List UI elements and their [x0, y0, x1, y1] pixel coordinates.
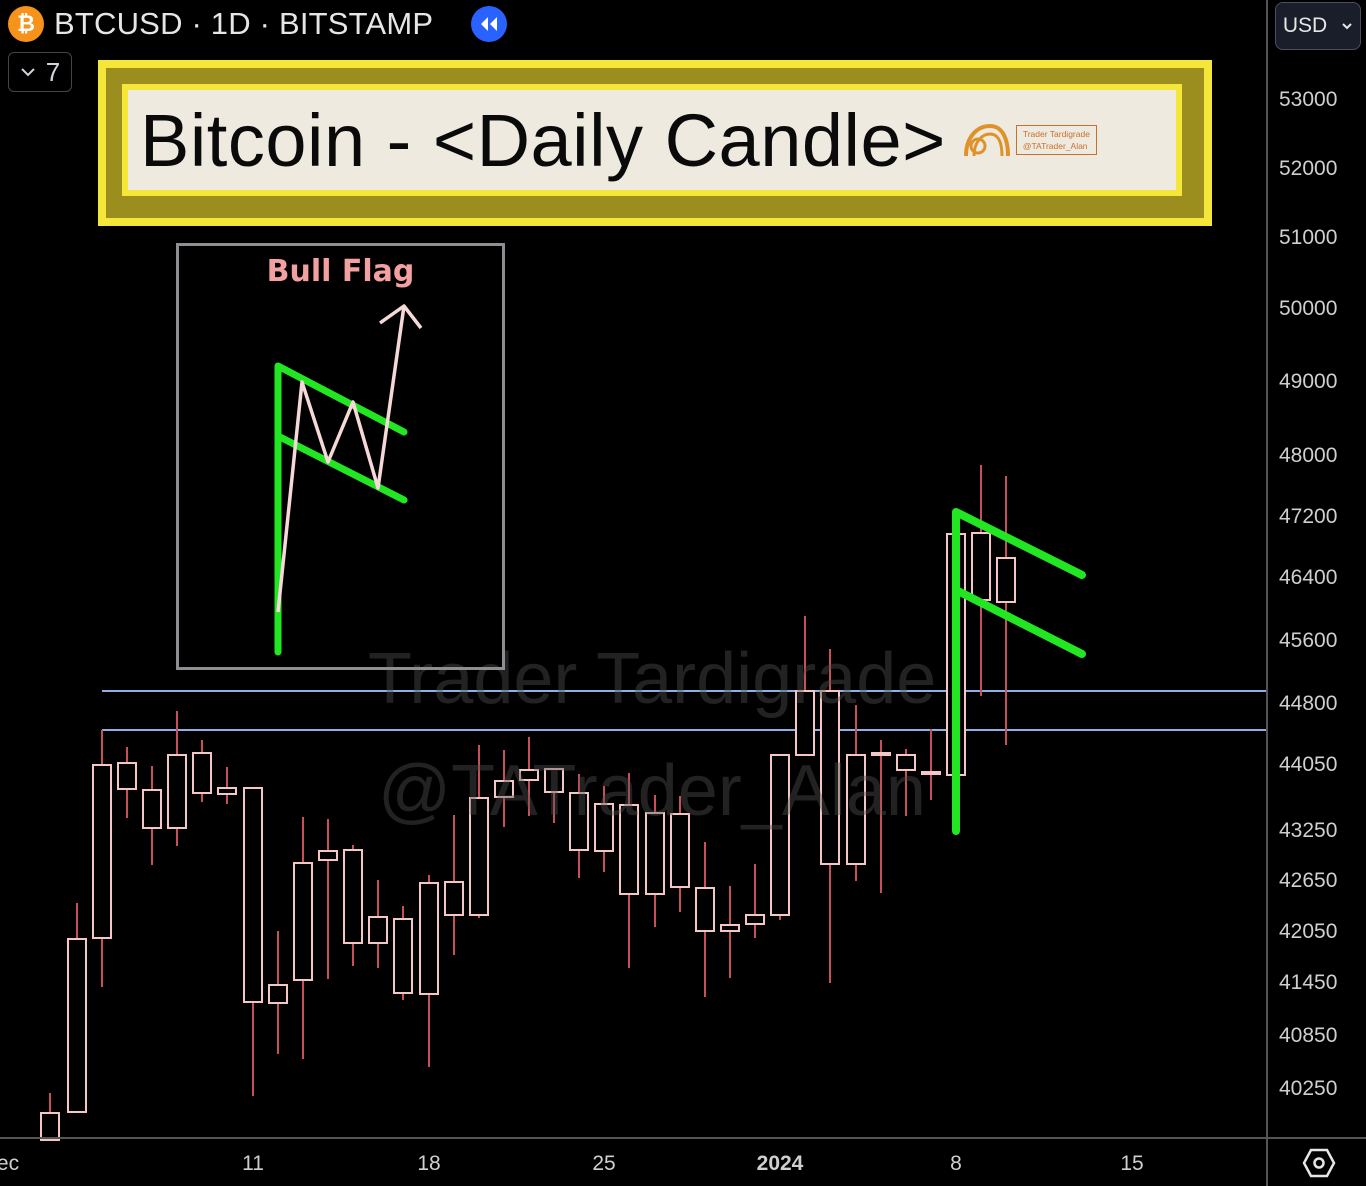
flag-lower-line[interactable] — [952, 586, 1086, 658]
candle — [594, 786, 614, 872]
candle — [469, 745, 489, 918]
candle — [117, 747, 137, 818]
tardigrade-logo-icon — [963, 123, 1010, 157]
candle — [695, 842, 715, 997]
date-tick: ec — [0, 1152, 20, 1175]
candle — [645, 795, 665, 927]
candle — [871, 740, 891, 893]
date-tick: 8 — [950, 1152, 962, 1175]
price-tick: 43250 — [1279, 819, 1338, 842]
bull-flag-annotation[interactable] — [952, 508, 1086, 835]
price-tick: 53000 — [1279, 88, 1338, 111]
candle — [217, 767, 237, 804]
title-banner: Bitcoin - <Daily Candle> Trader Tardigra… — [98, 60, 1212, 226]
candle — [921, 729, 941, 800]
price-tick: 46400 — [1279, 566, 1338, 589]
rewind-icon — [481, 17, 498, 31]
banner-title: Bitcoin - <Daily Candle> — [140, 98, 946, 182]
date-tick: 15 — [1120, 1152, 1144, 1175]
indicator-count: 7 — [45, 56, 61, 87]
candle — [444, 815, 464, 955]
candle — [619, 773, 639, 968]
arrow-up-icon — [378, 304, 423, 330]
author-tag: Trader Tardigrade @TATrader_Alan — [1015, 125, 1097, 155]
candle — [142, 766, 162, 865]
candle — [393, 906, 413, 1000]
candle — [996, 476, 1016, 745]
bull-flag-inset: Bull Flag — [176, 243, 505, 670]
candle — [569, 774, 589, 878]
candle — [67, 903, 87, 1113]
candle — [318, 819, 338, 979]
price-tick: 41450 — [1279, 971, 1338, 994]
candle — [795, 616, 815, 756]
hexagon-settings-icon — [1302, 1148, 1336, 1178]
indicators-toggle-button[interactable]: 7 — [8, 52, 72, 92]
price-tick: 49000 — [1279, 370, 1338, 393]
candle — [670, 796, 690, 912]
candle — [770, 754, 790, 920]
price-tick: 51000 — [1279, 226, 1338, 249]
candle — [519, 737, 539, 816]
time-axis-divider — [0, 1137, 1366, 1139]
price-tick: 40850 — [1279, 1024, 1338, 1047]
candle — [192, 740, 212, 802]
date-tick: 11 — [242, 1152, 264, 1175]
bull-flag-diagram — [274, 304, 423, 656]
price-tick: 47200 — [1279, 505, 1338, 528]
date-tick: 18 — [417, 1152, 441, 1175]
candle — [745, 864, 765, 938]
symbol-label: BTCUSD · 1D · BITSTAMP — [54, 6, 434, 41]
candle — [368, 880, 388, 968]
candle — [243, 787, 263, 1096]
candle — [720, 886, 740, 978]
candle — [268, 931, 288, 1054]
candle — [971, 465, 991, 696]
candle — [343, 845, 363, 966]
candle — [896, 749, 916, 816]
tag-line2: @TATrader_Alan — [1022, 141, 1088, 151]
candle — [167, 711, 187, 846]
price-tick: 42050 — [1279, 920, 1338, 943]
watermark-line2: @TATrader_Alan — [378, 751, 926, 831]
candle — [40, 1093, 60, 1141]
price-tick: 40250 — [1279, 1077, 1338, 1100]
inset-title: Bull Flag — [266, 254, 415, 289]
flag-pole-upper-line[interactable] — [952, 508, 1086, 835]
candle — [544, 768, 564, 823]
candle — [419, 875, 439, 1067]
currency-label: USD — [1282, 14, 1328, 37]
price-tick: 44800 — [1279, 692, 1338, 715]
currency-dropdown[interactable]: USD — [1275, 2, 1361, 50]
candle — [293, 817, 313, 1059]
candle — [820, 649, 840, 983]
support-lines[interactable] — [102, 690, 1266, 731]
bitcoin-icon: ₿ — [8, 6, 44, 42]
rewind-button[interactable] — [471, 6, 508, 42]
settings-button[interactable] — [1302, 1148, 1336, 1183]
candle — [92, 730, 112, 987]
chevron-down-icon — [21, 68, 35, 77]
price-axis-divider — [1266, 0, 1268, 1186]
price-tick: 48000 — [1279, 444, 1338, 467]
candle — [494, 750, 514, 827]
candle — [846, 705, 866, 881]
price-tick: 42650 — [1279, 869, 1338, 892]
watermark-line1: Trader Tardigrade — [368, 639, 937, 719]
price-tick: 44050 — [1279, 753, 1338, 776]
price-tick: 45600 — [1279, 629, 1338, 652]
symbol-header: ₿ BTCUSD · 1D · BITSTAMP — [8, 6, 508, 42]
price-tick: 50000 — [1279, 297, 1338, 320]
price-tick: 52000 — [1279, 157, 1338, 180]
chevron-down-icon — [1342, 23, 1352, 30]
date-tick: 25 — [592, 1152, 616, 1175]
date-tick: 2024 — [756, 1152, 804, 1175]
tag-line1: Trader Tardigrade — [1022, 129, 1090, 139]
